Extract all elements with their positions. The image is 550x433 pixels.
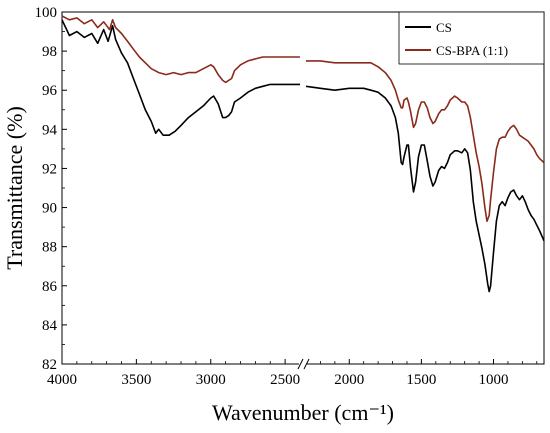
series-layer: [61, 15, 545, 293]
y-axis-title: Transmittance (%): [2, 106, 27, 270]
y-tick-label: 82: [42, 357, 57, 373]
y-tick-label: 92: [42, 161, 57, 177]
break-slash: [303, 358, 310, 370]
y-axis: 82 84 86 88 90 92 94 96 98 100: [35, 5, 67, 373]
y-tick-label: 86: [42, 279, 58, 295]
series-line-cs-bpa-segment-2: [306, 60, 545, 222]
x-axis-title: Wavenumber (cm⁻¹): [212, 400, 394, 425]
y-tick-label: 94: [42, 122, 58, 138]
y-tick-label: 90: [42, 201, 57, 217]
legend-box: [398, 11, 545, 65]
break-slash: [297, 358, 304, 370]
legend: CS CS-BPA (1:1): [398, 11, 545, 65]
x-tick-label: 2500: [270, 372, 300, 388]
series-line-cs-bpa-segment-1: [61, 15, 300, 84]
x-tick-label: 2000: [334, 372, 364, 388]
y-tick-label: 98: [42, 44, 57, 60]
y-tick-label: 100: [35, 5, 58, 21]
y-tick-label: 84: [42, 318, 58, 334]
series-line-cs-segment-1: [61, 19, 300, 136]
x-tick-label: 1000: [479, 372, 509, 388]
x-tick-label: 1500: [406, 372, 436, 388]
break-gap: [299, 360, 307, 368]
x-axis: 4000 3500 3000 2500 2000 1500 1000: [47, 359, 538, 388]
axis-break-marker: [297, 358, 310, 370]
x-tick-label: 3500: [121, 372, 151, 388]
legend-label-cs-bpa: CS-BPA (1:1): [436, 43, 508, 58]
legend-label-cs: CS: [436, 20, 452, 35]
x-tick-label: 3000: [196, 372, 226, 388]
series-line-cs-segment-2: [305, 85, 545, 293]
x-tick-label: 4000: [47, 372, 77, 388]
y-tick-label: 88: [42, 240, 57, 256]
y-tick-label: 96: [42, 83, 58, 99]
